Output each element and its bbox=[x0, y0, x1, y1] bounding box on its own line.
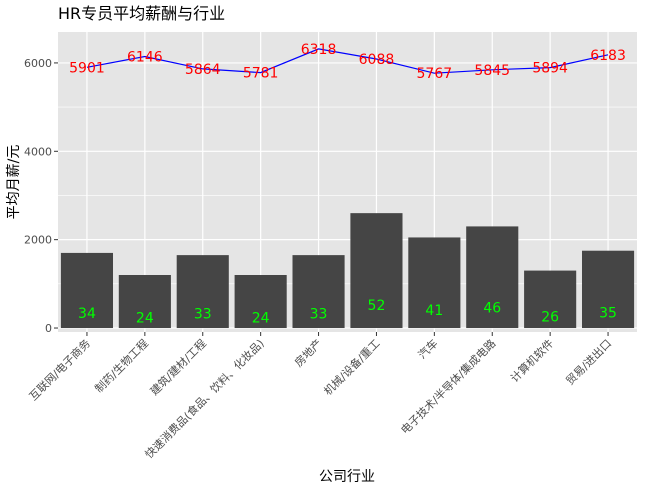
x-tick-label: 计算机软件 bbox=[507, 336, 556, 385]
bar bbox=[234, 275, 287, 329]
x-tick-label: 机械/设备/重工 bbox=[321, 336, 383, 398]
line-value-label: 6318 bbox=[301, 42, 337, 58]
bar bbox=[408, 237, 461, 329]
bar bbox=[60, 252, 114, 329]
x-tick-label: 电子技术/半导体/集成电路 bbox=[398, 336, 499, 437]
bar bbox=[581, 250, 635, 329]
x-axis-title: 公司行业 bbox=[319, 469, 375, 485]
bar bbox=[524, 270, 577, 329]
bar-value-label: 24 bbox=[136, 310, 154, 326]
chart-title: HR专员平均薪酬与行业 bbox=[58, 4, 225, 23]
bar bbox=[292, 255, 345, 329]
y-axis-title: 平均月薪/元 bbox=[6, 145, 22, 220]
bar-value-label: 41 bbox=[425, 303, 443, 319]
x-tick-label: 制药/生物工程 bbox=[92, 336, 151, 395]
x-tick-label: 汽车 bbox=[415, 336, 440, 361]
y-tick-label: 0 bbox=[45, 322, 52, 335]
line-series bbox=[86, 48, 609, 74]
bar-value-label: 24 bbox=[252, 310, 270, 326]
line-value-label: 5781 bbox=[243, 66, 279, 82]
line-path bbox=[86, 48, 609, 74]
line-value-label: 6183 bbox=[590, 48, 626, 64]
line-value-label: 5864 bbox=[185, 62, 221, 78]
x-tick-label: 建筑/建材/工程 bbox=[147, 336, 209, 398]
y-tick-label: 4000 bbox=[24, 145, 52, 158]
x-tick-label: 房地产 bbox=[291, 336, 324, 369]
line-value-label: 5894 bbox=[532, 61, 568, 77]
line-value-label: 6088 bbox=[359, 52, 395, 68]
line-value-label: 5845 bbox=[474, 63, 510, 79]
bar-value-label: 52 bbox=[368, 298, 386, 314]
y-tick-label: 2000 bbox=[24, 234, 52, 247]
bar bbox=[176, 255, 229, 329]
bar-value-label: 33 bbox=[194, 306, 212, 322]
x-tick-label: 快速消费品(食品、饮料、化妆品) bbox=[142, 336, 267, 461]
x-tick-label: 互联网/电子商务 bbox=[26, 336, 93, 403]
bars bbox=[60, 213, 635, 329]
data-labels: 5901 6146 5864 5781 6318 6088 5767 5845 5894 6183… bbox=[69, 42, 626, 327]
bar-value-label: 34 bbox=[78, 306, 96, 322]
y-tick-label: 6000 bbox=[24, 57, 52, 70]
bar bbox=[350, 213, 403, 329]
bar-value-label: 46 bbox=[483, 301, 501, 317]
x-tick-label: 贸易/进出口 bbox=[563, 336, 614, 387]
bar-value-label: 35 bbox=[599, 306, 617, 322]
line-value-label: 5767 bbox=[417, 66, 453, 82]
bar bbox=[118, 275, 171, 329]
line-value-label: 6146 bbox=[127, 49, 163, 65]
bar bbox=[466, 226, 519, 329]
line-value-label: 5901 bbox=[69, 60, 105, 76]
bar-value-label: 33 bbox=[310, 306, 328, 322]
bar-value-label: 26 bbox=[541, 310, 559, 326]
